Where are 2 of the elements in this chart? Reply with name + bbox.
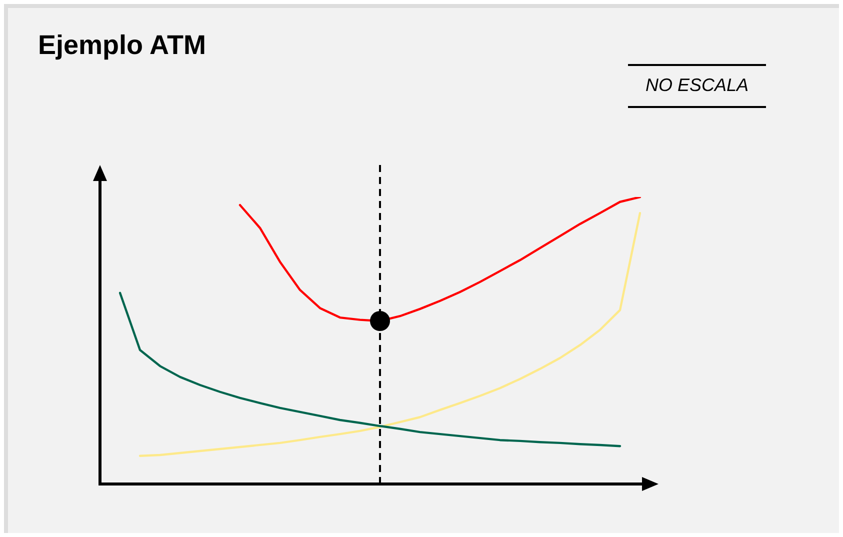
- text: NO ESCALA: [628, 64, 766, 108]
- chart-title: Ejemplo ATM: [38, 30, 206, 61]
